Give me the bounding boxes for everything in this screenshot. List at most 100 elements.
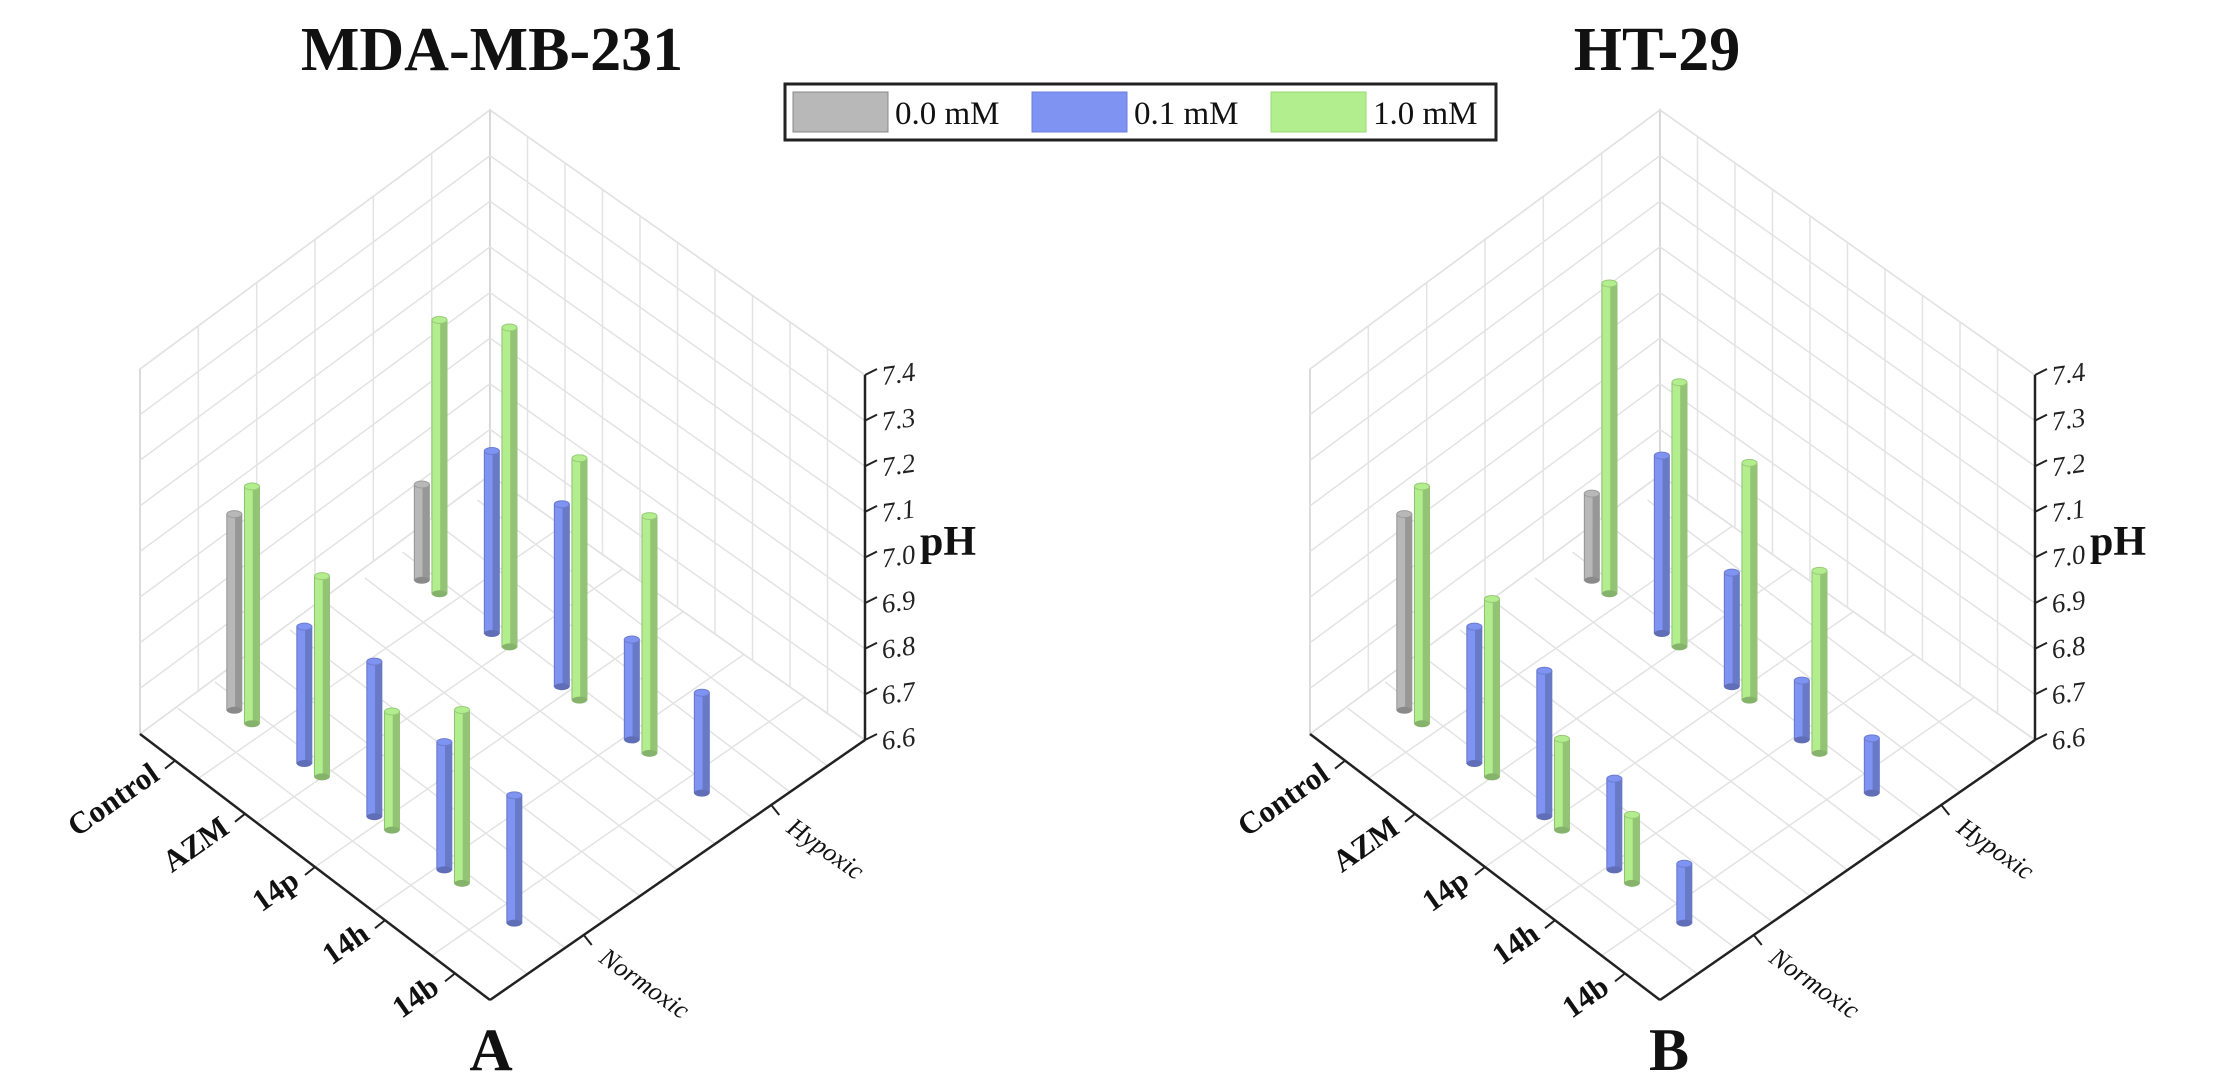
bar-base <box>506 919 522 927</box>
bar-top <box>1811 566 1828 575</box>
z-tick-label: 6.6 <box>2050 721 2088 755</box>
bar-control-0-0-mm-hypoxic <box>1583 489 1600 584</box>
bar-control-0-0-mm-normoxic <box>226 510 243 714</box>
bar-top <box>483 447 500 456</box>
legend: 0.0 mM 0.1 mM 1.0 mM <box>783 82 1498 142</box>
z-tick <box>2034 550 2048 559</box>
bar-base <box>554 683 570 691</box>
bar-shade <box>650 516 657 754</box>
bar-14p-0-1-mm-hypoxic <box>553 500 570 691</box>
panel-a-label: A <box>469 1017 512 1083</box>
z-tick <box>2034 504 2048 513</box>
x-tick <box>1404 813 1416 823</box>
bar-base <box>694 789 710 797</box>
bar-top <box>436 738 453 747</box>
bar-top <box>1671 378 1688 387</box>
bar-base <box>244 720 260 728</box>
x-tick-label-14b: 14b <box>385 968 445 1024</box>
bar-azm-0-1-mm-hypoxic <box>483 447 500 638</box>
z-tick <box>2034 596 2048 605</box>
bar-shade <box>562 504 570 687</box>
bar-top <box>296 622 313 631</box>
bar-shade <box>1475 626 1482 764</box>
y-tick <box>1940 804 1951 816</box>
floor-gridline <box>1484 606 1861 868</box>
bar-base <box>1811 749 1827 757</box>
bar-shade <box>305 626 312 764</box>
bar-base <box>1741 696 1757 704</box>
panel-b-plot: 6.66.76.86.97.07.17.27.37.4pHControlAZM1… <box>1231 108 2146 1025</box>
x-tick-label-control: Control <box>1231 755 1336 843</box>
bar-base <box>641 749 657 757</box>
bar-shade <box>1592 493 1600 581</box>
bar-top <box>1623 810 1640 819</box>
panel-a-title: MDA-MB-231 <box>301 16 683 84</box>
bar-top <box>1606 774 1623 783</box>
bar-base <box>1584 576 1600 584</box>
x-tick-label-14b: 14b <box>1555 968 1615 1024</box>
y-tick-label-normoxic: Normoxic <box>1763 942 1865 1025</box>
bar-control-1-0-mm-normoxic <box>1413 482 1430 728</box>
bar-top <box>571 454 588 463</box>
bar-control-0-0-mm-normoxic <box>1396 510 1413 714</box>
x-tick-label-14p: 14p <box>245 862 305 918</box>
bar-top <box>1413 482 1430 491</box>
bar-shade <box>422 484 430 581</box>
y-tick-label-hypoxic: Hypoxic <box>781 812 870 886</box>
bar-14b-0-1-mm-hypoxic <box>693 688 710 797</box>
panel-b-label: B <box>1649 1017 1689 1083</box>
z-tick <box>2034 413 2048 422</box>
bar-shade <box>392 711 400 831</box>
bar-shade <box>1422 486 1430 724</box>
y-tick <box>1752 934 1763 946</box>
bar-shade <box>515 795 522 924</box>
x-tick-label-14h: 14h <box>315 915 375 971</box>
bar-shade <box>702 692 710 794</box>
bar-14h-1-0-mm-hypoxic <box>1811 566 1828 757</box>
bar-shade <box>1545 670 1552 817</box>
bar-base <box>431 590 447 598</box>
bar-14p-1-0-mm-hypoxic <box>1741 458 1758 704</box>
bar-base <box>1396 706 1412 714</box>
bar-top <box>226 510 243 519</box>
x-tick-label-azm: AZM <box>156 809 235 879</box>
bar-top <box>1396 510 1413 519</box>
bar-azm-1-0-mm-normoxic <box>1483 594 1500 781</box>
bar-base <box>414 576 430 584</box>
bar-shade <box>1820 570 1827 754</box>
bar-base <box>501 643 517 651</box>
bar-base <box>1414 720 1430 728</box>
bar-base <box>1654 630 1670 638</box>
bar-top <box>641 512 658 521</box>
z-tick <box>2034 368 2048 376</box>
z-tick-label: 6.9 <box>2050 585 2088 619</box>
legend-frame <box>783 82 1498 142</box>
legend-swatch-0.0mm <box>792 91 889 133</box>
bar-14h-1-0-mm-hypoxic <box>641 512 658 757</box>
bar-base <box>1484 773 1500 781</box>
z-tick <box>864 687 878 696</box>
bar-shade <box>1632 814 1640 884</box>
bar-shade <box>492 451 500 634</box>
bar-base <box>314 773 330 781</box>
bar-shade <box>252 486 260 724</box>
z-tick-label: 7.4 <box>2050 357 2088 391</box>
panel-b-title: HT-29 <box>1574 16 1741 84</box>
bar-base <box>1671 643 1687 651</box>
bar-azm-0-1-mm-hypoxic <box>1653 451 1670 638</box>
bar-top <box>1483 594 1500 603</box>
bar-base <box>1864 789 1880 797</box>
bar-azm-1-0-mm-hypoxic <box>1671 378 1688 651</box>
bar-base <box>1724 683 1740 691</box>
legend-swatch-0.1mm <box>1031 91 1128 133</box>
bar-top <box>1536 666 1553 675</box>
z-tick-label: 6.6 <box>880 721 918 755</box>
z-tick <box>2034 687 2048 696</box>
bar-14p-1-0-mm-normoxic <box>1553 734 1570 834</box>
z-tick-label: 7.3 <box>2050 402 2088 436</box>
bar-shade <box>632 639 640 740</box>
bar-14b-0-1-mm-normoxic <box>1676 859 1693 927</box>
bar-azm-0-1-mm-normoxic <box>296 622 313 768</box>
bar-azm-1-0-mm-normoxic <box>313 572 330 781</box>
